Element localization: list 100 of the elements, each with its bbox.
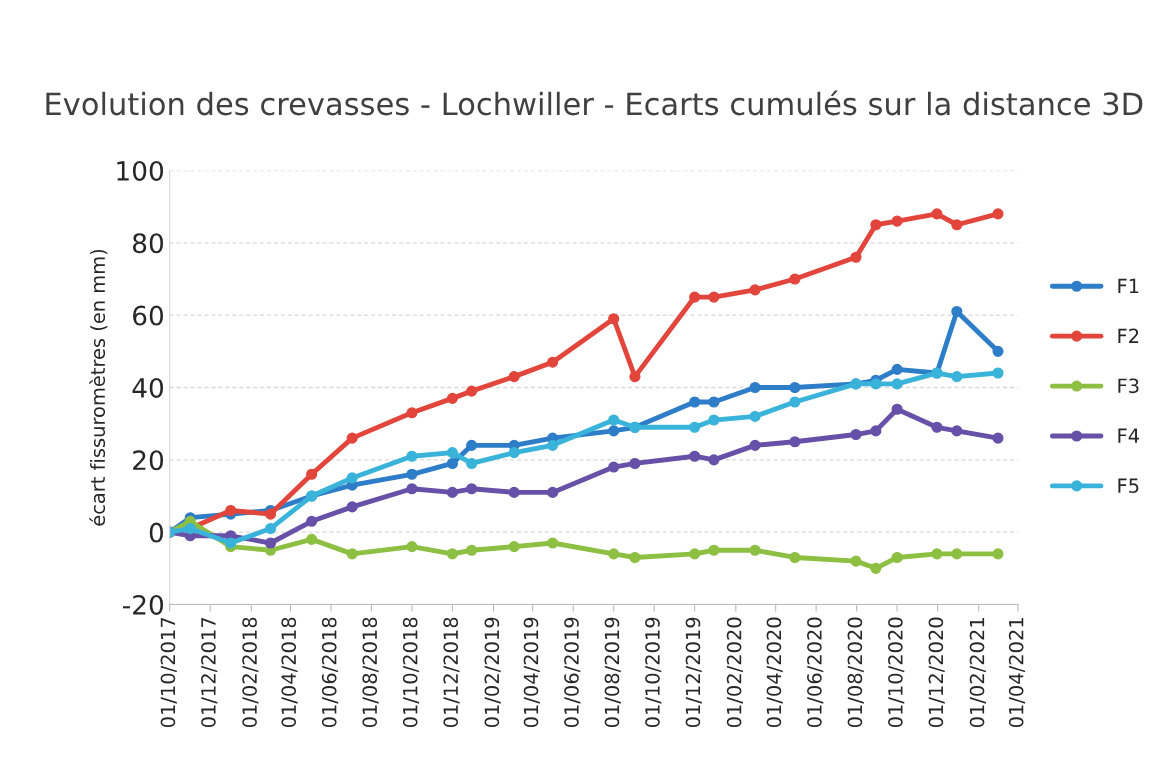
point: [992, 548, 1004, 560]
point: [406, 483, 418, 495]
x-tick-label: 01/02/2021: [969, 618, 986, 728]
point: [891, 403, 903, 415]
point: [306, 515, 318, 527]
point: [992, 367, 1004, 379]
point: [749, 410, 761, 422]
point: [891, 215, 903, 227]
point: [508, 541, 520, 553]
point: [264, 537, 277, 549]
x-tick-label: 01/10/2018: [402, 617, 420, 728]
point: [466, 457, 478, 470]
point: [629, 371, 641, 383]
point: [789, 396, 801, 408]
y-tick-label: 60: [133, 305, 164, 326]
point: [951, 371, 963, 383]
x-tick-label: 01/10/2020: [888, 617, 905, 728]
point: [951, 548, 963, 560]
point: [608, 461, 620, 473]
x-tick-label: 01/06/2019: [564, 617, 581, 728]
point: [931, 208, 943, 220]
point: [629, 457, 641, 470]
point: [306, 468, 318, 480]
point: [629, 551, 641, 564]
point: [708, 414, 720, 426]
point: [749, 439, 761, 451]
x-tick-label: 01/08/2018: [362, 617, 379, 728]
y-tick-label: 0: [149, 522, 164, 543]
point: [225, 504, 237, 517]
point: [346, 472, 358, 484]
point: [346, 501, 358, 513]
point: [992, 345, 1004, 357]
legend-label: F3: [1118, 378, 1139, 394]
point: [749, 284, 761, 296]
x-tick-label: 01/06/2018: [321, 617, 339, 728]
x-tick-label: 01/12/2020: [928, 617, 945, 728]
point: [466, 385, 478, 397]
point: [225, 537, 237, 549]
point: [508, 486, 520, 498]
x-tick-label: 01/04/2018: [281, 617, 298, 728]
point: [992, 208, 1004, 220]
point: [870, 378, 882, 390]
point: [446, 548, 458, 560]
x-tick-label: 01/10/2017: [160, 617, 177, 728]
point: [870, 219, 882, 231]
point: [406, 450, 418, 462]
point: [608, 313, 620, 325]
point: [891, 378, 903, 390]
point: [689, 396, 701, 408]
x-tick-label: 01/10/2019: [645, 617, 662, 728]
chart-title: Evolution des crevasses - Lochwiller - Ecarts cumulés sur la distance 3D: [46, 90, 1143, 116]
point: [547, 439, 559, 451]
point: [466, 439, 478, 451]
point: [547, 537, 559, 549]
point: [850, 555, 862, 567]
point: [466, 483, 478, 495]
point: [789, 381, 801, 394]
point: [708, 544, 720, 556]
x-tick-label: 01/04/2021: [1008, 618, 1026, 728]
point: [689, 450, 701, 462]
y-axis-title: écart fissuromètres (en mm): [89, 249, 108, 526]
point: [406, 541, 418, 553]
point: [508, 371, 520, 383]
point: [708, 454, 720, 466]
point: [547, 486, 559, 498]
point: [749, 544, 761, 556]
point: [870, 562, 882, 574]
point: [264, 522, 277, 535]
point: [951, 305, 963, 318]
point: [406, 468, 418, 480]
point: [446, 486, 458, 498]
point: [931, 548, 943, 560]
point: [789, 273, 801, 285]
y-tick-label: 20: [133, 450, 164, 471]
point: [508, 447, 520, 459]
point: [446, 392, 458, 404]
point: [608, 425, 620, 437]
x-tick-label: 01/02/2019: [484, 617, 501, 728]
legend-label: F1: [1118, 278, 1139, 294]
point: [850, 428, 862, 441]
point: [446, 447, 458, 459]
point: [608, 414, 620, 426]
x-tick-label: 01/02/2018: [242, 617, 259, 728]
point: [992, 432, 1004, 444]
point: [870, 425, 882, 437]
point: [346, 548, 358, 560]
point: [708, 291, 720, 303]
point: [891, 363, 903, 375]
point: [547, 356, 559, 368]
y-tick-label: 80: [133, 233, 164, 254]
x-tick-label: 01/04/2020: [766, 617, 783, 728]
point: [264, 508, 277, 520]
x-tick-label: 01/12/2019: [685, 617, 702, 728]
x-tick-label: 01/12/2017: [201, 617, 218, 728]
point: [708, 396, 720, 408]
legend-label: F4: [1118, 428, 1139, 443]
x-tick-label: 01/02/2020: [726, 617, 743, 728]
x-tick-label: 01/12/2018: [443, 617, 460, 728]
x-tick-label: 01/08/2019: [604, 617, 621, 728]
legend-label: F2: [1118, 328, 1139, 343]
